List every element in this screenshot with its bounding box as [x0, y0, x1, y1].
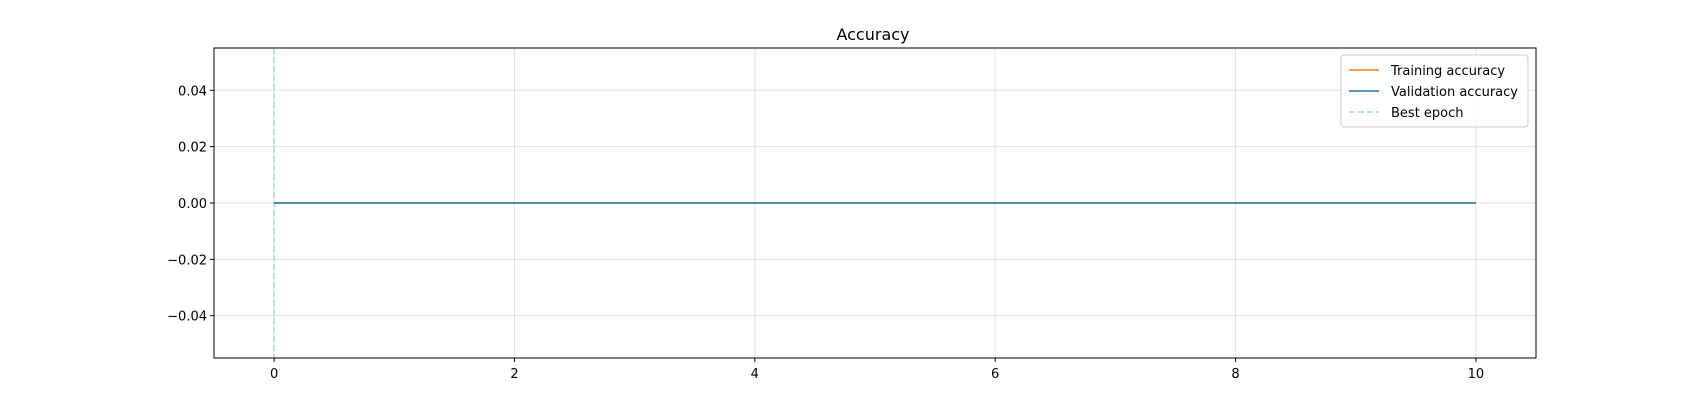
- y-tick-label: 0.00: [178, 197, 207, 212]
- x-tick-label: 0: [270, 367, 278, 382]
- x-axis-ticks: 0 2 4 6 8 10: [270, 358, 1484, 382]
- x-tick-label: 8: [1231, 367, 1239, 382]
- chart-title: Accuracy: [836, 25, 909, 44]
- x-tick-label: 4: [751, 367, 759, 382]
- y-tick-label: −0.02: [167, 253, 207, 268]
- y-tick-label: −0.04: [167, 310, 207, 325]
- y-tick-label: 0.04: [178, 84, 207, 99]
- y-axis-ticks: 0.04 0.02 0.00 −0.02 −0.04: [167, 84, 214, 325]
- series-layer: [273, 48, 1476, 358]
- y-tick-label: 0.02: [178, 141, 207, 156]
- x-tick-label: 10: [1468, 367, 1485, 382]
- legend-box: [1340, 54, 1529, 128]
- legend-label: Validation accuracy: [1391, 85, 1518, 100]
- legend: Training accuracy Validation accuracy Best…: [1340, 54, 1529, 128]
- legend-label: Best epoch: [1391, 106, 1464, 121]
- legend-label: Training accuracy: [1390, 64, 1505, 79]
- x-tick-label: 2: [510, 367, 518, 382]
- x-tick-label: 6: [991, 367, 999, 382]
